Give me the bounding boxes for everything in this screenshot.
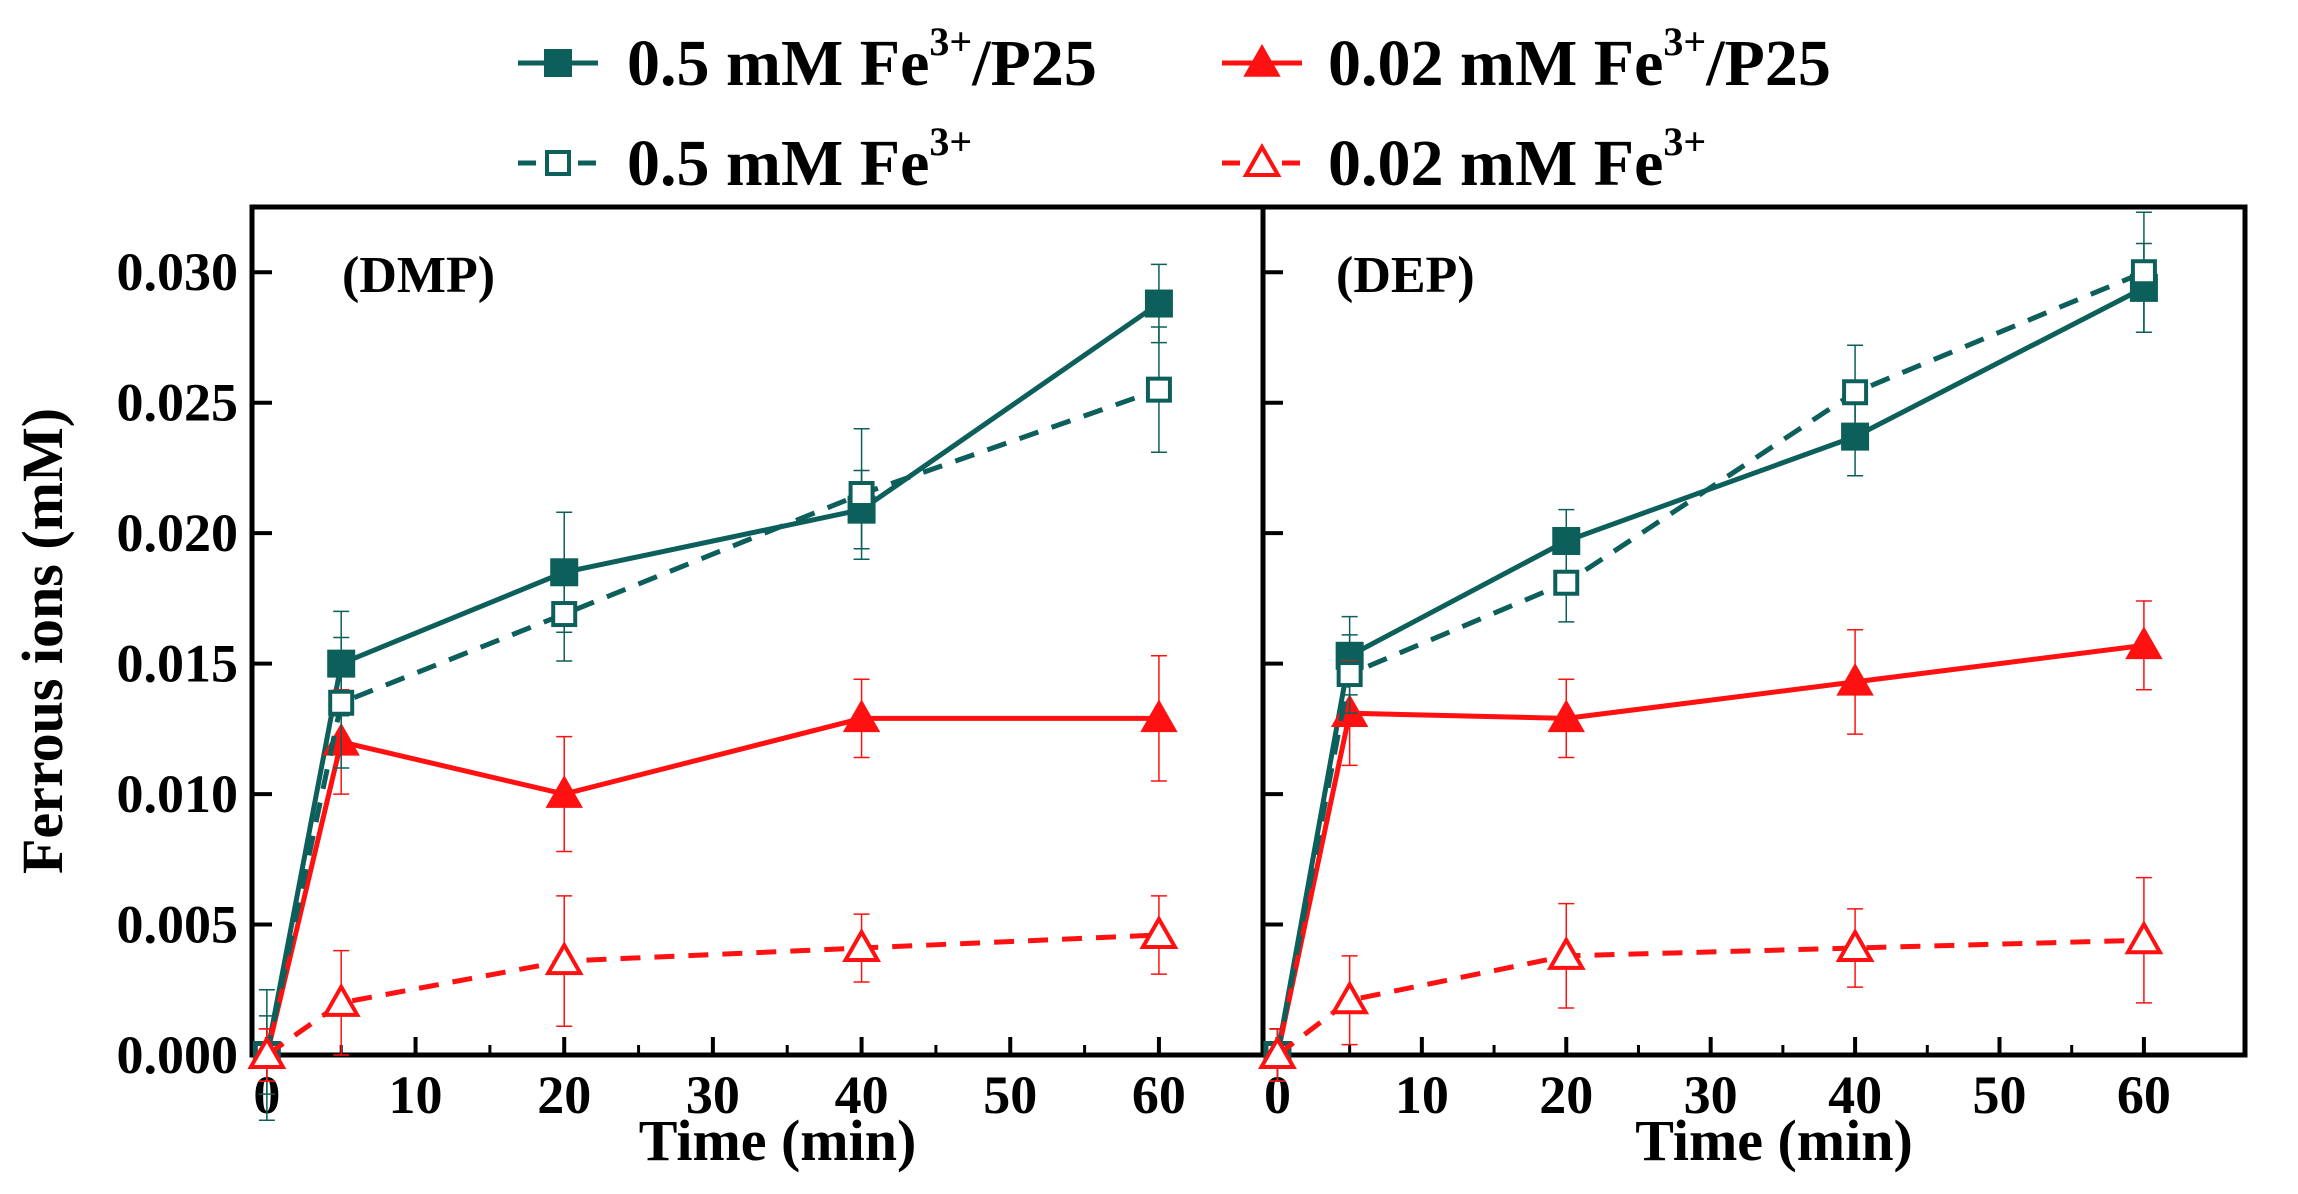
legend-label-1: 0.02 mM Fe3+/P25 xyxy=(1328,19,1831,100)
x-tick-label-0-5: 50 xyxy=(983,1065,1037,1125)
series-line-1-s2 xyxy=(1274,642,2145,1056)
x-axis-title-1: Time (min) xyxy=(1635,1108,1913,1173)
data-point-0-s4-1 xyxy=(321,982,361,1017)
data-point-0-s4-2 xyxy=(544,941,584,976)
legend-marker-1 xyxy=(1243,43,1281,77)
legend-marker-3 xyxy=(1242,142,1282,177)
panel-label-0: (DMP) xyxy=(342,247,495,304)
x-tick-label-0-6: 60 xyxy=(1132,1065,1186,1125)
data-point-1-s3-1 xyxy=(1336,661,1363,688)
legend-marker-0 xyxy=(544,49,572,77)
y-tick-label-0-2: 0.010 xyxy=(117,764,239,824)
series-line-1-s1 xyxy=(1274,285,2146,1056)
legend-label-0: 0.5 mM Fe3+/P25 xyxy=(627,19,1097,100)
y-tick-label-0-3: 0.015 xyxy=(117,634,239,694)
data-point-1-s3-3 xyxy=(1842,379,1869,406)
legend-marker-2 xyxy=(545,150,571,176)
panel-dmp: 0 10 20 30 40 50 600.0000.0050.0100.0150.0200.… xyxy=(10,204,1266,1173)
legend: 0.5 mM Fe3+/P25 0.02 mM Fe3+/P25 0.5 mM Fe… xyxy=(518,19,1831,200)
data-point-0-s2-2 xyxy=(545,775,583,808)
x-tick-label-0-4: 40 xyxy=(835,1065,889,1125)
data-point-0-s3-4 xyxy=(1145,376,1172,403)
x-tick-label-1-2: 20 xyxy=(1539,1065,1593,1125)
data-point-0-s3-1 xyxy=(328,689,355,716)
y-tick-label-0-4: 0.020 xyxy=(117,503,239,563)
data-point-0-s3-2 xyxy=(551,601,578,628)
data-point-0-s4-4 xyxy=(1139,914,1179,949)
plot-frame-1 xyxy=(1260,204,2248,1058)
data-point-1-s4-4 xyxy=(2124,920,2164,955)
data-point-0-s2-4 xyxy=(1140,699,1178,733)
x-tick-label-1-6: 60 xyxy=(2117,1065,2171,1125)
y-axis-title: Ferrous ions (mM) xyxy=(10,408,75,874)
data-point-1-s2-3 xyxy=(1836,662,1874,696)
x-tick-label-1-1: 10 xyxy=(1395,1065,1449,1125)
panel-label-1: (DEP) xyxy=(1336,247,1475,304)
y-tick-label-0-5: 0.025 xyxy=(117,373,239,433)
data-point-1-s4-3 xyxy=(1835,927,1875,963)
y-tick-label-0-6: 0.030 xyxy=(117,242,239,302)
x-tick-label-0-2: 20 xyxy=(537,1065,591,1125)
data-point-0-s3-3 xyxy=(848,481,875,508)
legend-label-3: 0.02 mM Fe3+ xyxy=(1328,119,1706,200)
data-point-1-s3-2 xyxy=(1553,569,1580,596)
data-point-1-s4-1 xyxy=(1330,980,1370,1015)
data-point-1-s2-2 xyxy=(1547,699,1585,733)
x-tick-label-0-1: 10 xyxy=(389,1065,443,1125)
data-point-0-s1-4 xyxy=(1144,289,1173,318)
data-point-1-s4-0 xyxy=(1257,1034,1297,1069)
y-tick-label-0-1: 0.005 xyxy=(117,895,239,955)
series-line-0-s3 xyxy=(264,387,1160,1056)
data-point-0-s4-0 xyxy=(247,1034,287,1069)
y-tick-label-0-0: 0.000 xyxy=(117,1025,239,1085)
series-line-0-s4 xyxy=(265,932,1160,1058)
data-point-1-s2-4 xyxy=(2125,626,2163,660)
x-tick-label-1-3: 30 xyxy=(1684,1065,1738,1125)
x-tick-label-1-5: 50 xyxy=(1973,1065,2027,1125)
data-point-1-s4-2 xyxy=(1546,935,1586,970)
x-axis-title-0: Time (min) xyxy=(639,1108,917,1173)
x-tick-label-0-3: 30 xyxy=(686,1065,740,1125)
data-point-1-s3-4 xyxy=(2130,259,2157,286)
data-point-0-s2-3 xyxy=(842,699,881,733)
x-tick-label-1-4: 40 xyxy=(1828,1065,1882,1125)
series-line-0-s2 xyxy=(264,715,1159,1056)
legend-label-2: 0.5 mM Fe3+ xyxy=(627,119,972,200)
data-point-0-s4-3 xyxy=(842,927,882,963)
